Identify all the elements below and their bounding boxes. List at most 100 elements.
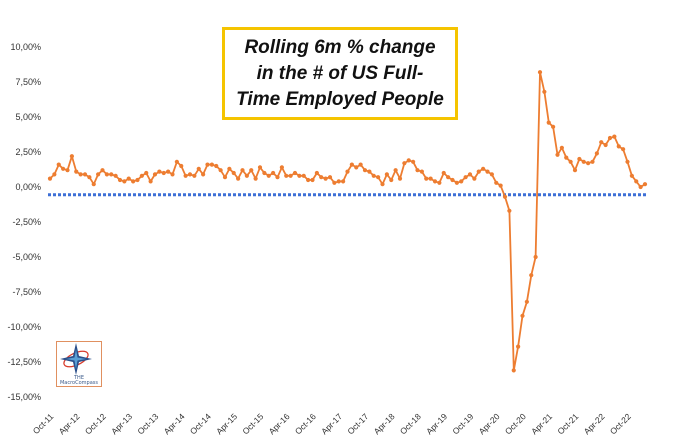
- chart-title-box: Rolling 6m % change in the # of US Full-…: [222, 27, 458, 120]
- y-tick-label: 5,00%: [15, 112, 41, 122]
- data-point: [380, 182, 385, 187]
- x-tick-label: Apr-15: [214, 411, 239, 436]
- x-tick-label: Oct-12: [83, 411, 108, 436]
- x-tick-label: Apr-22: [582, 411, 607, 436]
- data-point: [301, 173, 306, 178]
- data-point: [389, 177, 394, 183]
- data-point: [222, 175, 228, 180]
- data-point: [546, 120, 551, 125]
- data-point: [621, 147, 626, 152]
- data-point: [52, 172, 57, 177]
- data-point: [467, 172, 473, 177]
- data-point: [327, 175, 333, 180]
- data-point: [542, 89, 547, 94]
- data-point: [187, 172, 193, 177]
- data-point: [406, 158, 411, 163]
- data-point: [607, 135, 613, 141]
- data-point: [244, 173, 249, 178]
- logo-text-top: THE: [73, 375, 84, 381]
- data-point: [533, 254, 538, 260]
- data-point: [266, 173, 271, 178]
- data-point: [144, 170, 149, 176]
- data-point: [100, 168, 105, 173]
- data-point: [384, 172, 389, 177]
- data-point: [257, 165, 263, 170]
- data-point: [424, 176, 429, 181]
- data-point: [472, 176, 477, 181]
- data-point: [590, 159, 595, 164]
- data-point: [78, 172, 83, 177]
- macrocompass-logo: THE MacroCompass: [56, 341, 102, 387]
- data-point: [402, 161, 407, 166]
- data-point: [214, 163, 219, 169]
- data-point: [629, 173, 634, 178]
- data-point: [419, 169, 424, 174]
- data-point: [135, 177, 140, 183]
- data-point: [174, 159, 179, 164]
- data-point: [69, 154, 74, 159]
- data-point: [581, 159, 586, 164]
- data-point: [481, 166, 486, 171]
- data-point: [47, 176, 53, 181]
- data-point: [161, 170, 166, 176]
- data-point: [323, 176, 328, 181]
- x-tick-label: Oct-13: [135, 411, 160, 436]
- data-point: [459, 179, 464, 184]
- data-point: [332, 180, 337, 185]
- data-point: [310, 177, 315, 183]
- x-tick-label: Apr-18: [372, 411, 397, 436]
- data-point: [236, 176, 241, 181]
- data-point: [104, 172, 109, 177]
- data-point: [489, 172, 494, 177]
- x-tick-label: Apr-17: [319, 411, 344, 436]
- y-tick-label: -10,00%: [7, 322, 41, 332]
- data-point: [306, 177, 311, 183]
- data-point: [612, 134, 617, 139]
- data-point: [139, 173, 144, 178]
- data-point: [152, 172, 158, 177]
- data-point: [411, 159, 416, 164]
- data-point: [183, 173, 188, 178]
- data-point: [638, 184, 643, 190]
- data-point: [314, 170, 319, 176]
- data-point: [446, 175, 451, 180]
- data-point: [358, 162, 363, 167]
- data-point: [96, 172, 101, 177]
- data-point: [74, 169, 79, 174]
- x-tick-label: Apr-19: [424, 411, 449, 436]
- data-point: [336, 179, 341, 184]
- y-tick-label: -7,50%: [12, 287, 41, 297]
- y-tick-label: -2,50%: [12, 217, 41, 227]
- data-point: [511, 368, 516, 373]
- data-point: [494, 180, 499, 185]
- data-point: [341, 179, 346, 184]
- data-point: [253, 176, 258, 181]
- data-point: [415, 168, 420, 173]
- data-point: [170, 172, 175, 177]
- data-point: [463, 175, 468, 180]
- data-point: [179, 163, 184, 169]
- data-point: [568, 159, 573, 164]
- data-point: [529, 273, 534, 278]
- x-tick-label: Apr-13: [109, 411, 134, 436]
- compass-star-icon: [60, 343, 92, 375]
- logo-text-bottom: MacroCompass: [60, 380, 98, 386]
- data-point: [126, 176, 131, 181]
- x-tick-label: Apr-20: [477, 411, 502, 436]
- data-point: [437, 180, 442, 185]
- data-point: [572, 168, 578, 173]
- data-point: [524, 299, 529, 304]
- data-point: [297, 173, 302, 178]
- data-point: [393, 168, 398, 173]
- data-point: [87, 175, 92, 180]
- x-tick-label: Oct-14: [188, 411, 213, 436]
- data-point: [349, 162, 354, 167]
- chart-title: Rolling 6m % change in the # of US Full-…: [236, 36, 444, 110]
- data-point: [507, 208, 512, 213]
- data-point: [275, 175, 280, 180]
- x-tick-label: Oct-11: [31, 411, 56, 436]
- data-point: [354, 165, 359, 170]
- data-point: [450, 177, 455, 183]
- data-point: [432, 179, 438, 184]
